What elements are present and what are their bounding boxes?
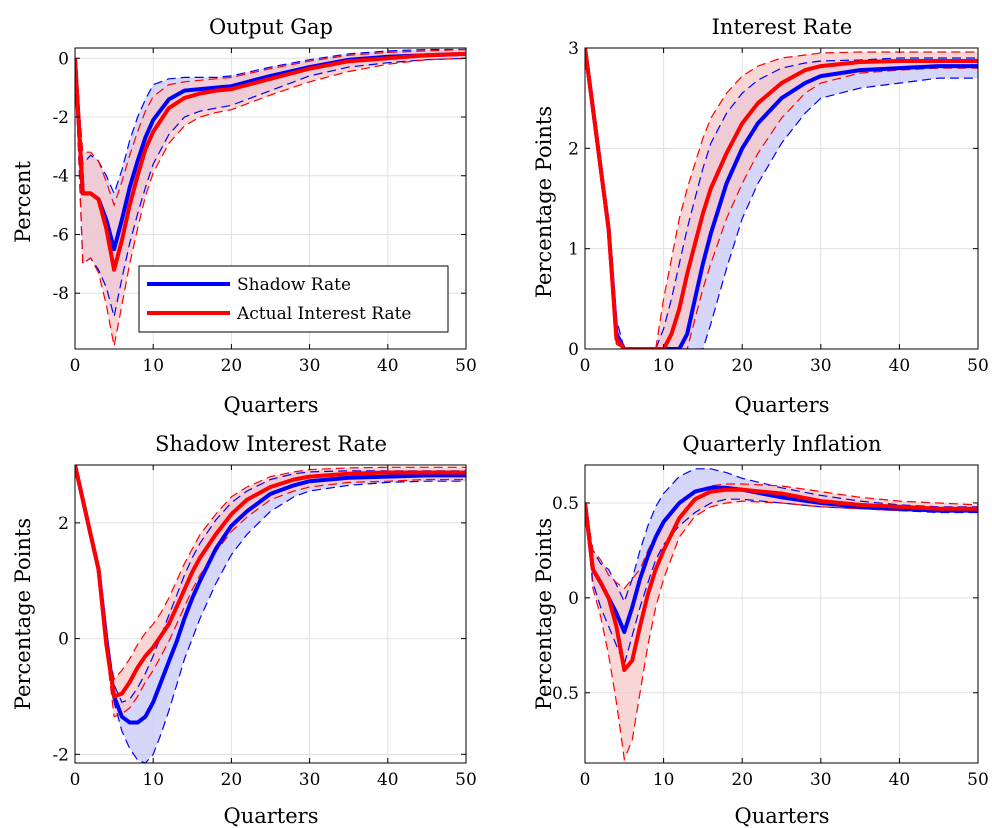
panel-title: Interest Rate [712, 15, 853, 39]
x-tick-label: 0 [580, 770, 591, 790]
y-tick-label: -2 [52, 745, 69, 765]
actual-rate-lower-bound [585, 500, 978, 762]
x-tick-label: 40 [889, 770, 911, 790]
shadow-rate-upper-bound [585, 48, 978, 349]
actual-rate-confidence-band [585, 48, 978, 349]
y-tick-label: 2 [568, 139, 579, 159]
y-tick-label: 0 [58, 49, 69, 69]
panel-quarterly-inflation: 0 10 20 30 40 500.50-0.5 Quarterly Inflation … [532, 432, 989, 828]
x-axis-label: Quarters [224, 393, 319, 417]
actual-rate-confidence-band [585, 484, 978, 760]
y-axis-label: Percentage Points [532, 106, 556, 298]
y-tick-label: 0 [58, 630, 69, 650]
shadow-rate-line [585, 48, 978, 349]
data-layer [75, 465, 466, 763]
y-tick-label: 0 [568, 340, 579, 360]
x-tick-label: 10 [142, 770, 164, 790]
y-tick-label: 0 [568, 589, 579, 609]
x-tick-label: 10 [653, 356, 675, 376]
panel-title: Output Gap [209, 15, 333, 39]
y-tick-label: -4 [52, 167, 69, 187]
plot-area: 0 10 20 30 40 50-202 [52, 464, 477, 790]
axes-box [584, 464, 979, 764]
x-tick-label: 30 [299, 356, 321, 376]
plot-area: 0 10 20 30 40 50 0 1 2 3 [568, 39, 989, 376]
y-tick-label: -6 [52, 225, 69, 245]
y-tick-label: -8 [52, 284, 69, 304]
shadow-rate-upper-bound [75, 48, 466, 196]
x-tick-label: 0 [70, 356, 81, 376]
x-tick-label: 30 [299, 770, 321, 790]
y-axis-label: Percentage Points [11, 518, 35, 710]
panel-interest-rate: 0 10 20 30 40 50 0 1 2 3 Interest Rate Quarters P… [532, 15, 989, 417]
x-tick-label: 20 [221, 770, 243, 790]
x-tick-label: 20 [221, 356, 243, 376]
x-tick-label: 10 [653, 770, 675, 790]
x-tick-label: 0 [580, 356, 591, 376]
actual-rate-lower-bound [585, 48, 978, 349]
data-layer [585, 468, 978, 762]
y-tick-label: -2 [52, 108, 69, 128]
y-axis-label: Percent [11, 161, 35, 243]
axes-box [74, 47, 467, 350]
axes-box [584, 47, 979, 350]
y-tick-label: 2 [58, 514, 69, 534]
x-tick-label: 40 [889, 356, 911, 376]
y-axis-label: Percentage Points [532, 518, 556, 710]
y-tick-label: 0.5 [552, 494, 579, 514]
shadow-rate-upper-bound [585, 468, 978, 604]
x-tick-label: 40 [377, 356, 399, 376]
data-layer [75, 48, 466, 347]
x-tick-label: 20 [731, 770, 753, 790]
x-tick-label: 20 [731, 356, 753, 376]
legend-label-shadow: Shadow Rate [237, 275, 351, 295]
actual-rate-line [585, 487, 978, 672]
legend-label-actual: Actual Interest Rate [236, 304, 411, 324]
x-tick-label: 10 [142, 356, 164, 376]
panel-title: Quarterly Inflation [682, 432, 881, 456]
x-tick-label: 30 [810, 356, 832, 376]
x-tick-label: 50 [455, 356, 477, 376]
x-axis-label: Quarters [735, 804, 830, 828]
x-tick-label: 0 [70, 770, 81, 790]
y-tick-label: 1 [568, 240, 579, 260]
panel-title: Shadow Interest Rate [155, 432, 387, 456]
x-tick-label: 50 [455, 770, 477, 790]
x-tick-label: 50 [967, 770, 989, 790]
legend: Shadow Rate Actual Interest Rate [138, 265, 449, 333]
y-tick-label: 3 [568, 39, 579, 59]
x-tick-label: 30 [810, 770, 832, 790]
shadow-rate-confidence-band [75, 465, 466, 763]
panel-shadow-interest-rate: 0 10 20 30 40 50-202 Shadow Interest Rate Qua… [11, 432, 477, 828]
y-tick-label: -0.5 [546, 684, 579, 704]
actual-rate-upper-bound [585, 48, 978, 349]
x-tick-label: 50 [967, 356, 989, 376]
legend-box [138, 265, 449, 333]
shadow-rate-lower-bound [75, 57, 466, 317]
x-axis-label: Quarters [224, 804, 319, 828]
data-layer [585, 48, 978, 349]
x-axis-label: Quarters [735, 393, 830, 417]
axes-box [74, 464, 467, 764]
actual-rate-confidence-band [75, 49, 466, 347]
panel-output-gap: 0 10 20 30 40 50 0 -2 -4 -6 -8 Output Gap Quarters… [11, 15, 477, 417]
actual-rate-upper-bound [75, 48, 466, 208]
plot-area: 0 10 20 30 40 50 0.5 0 -0.5 [546, 464, 989, 790]
actual-rate-line [75, 465, 466, 699]
actual-rate-line [585, 48, 978, 349]
actual-rate-line [75, 51, 466, 272]
x-tick-label: 40 [377, 770, 399, 790]
plot-area: 0 10 20 30 40 50 0 -2 -4 -6 -8 [52, 47, 477, 376]
